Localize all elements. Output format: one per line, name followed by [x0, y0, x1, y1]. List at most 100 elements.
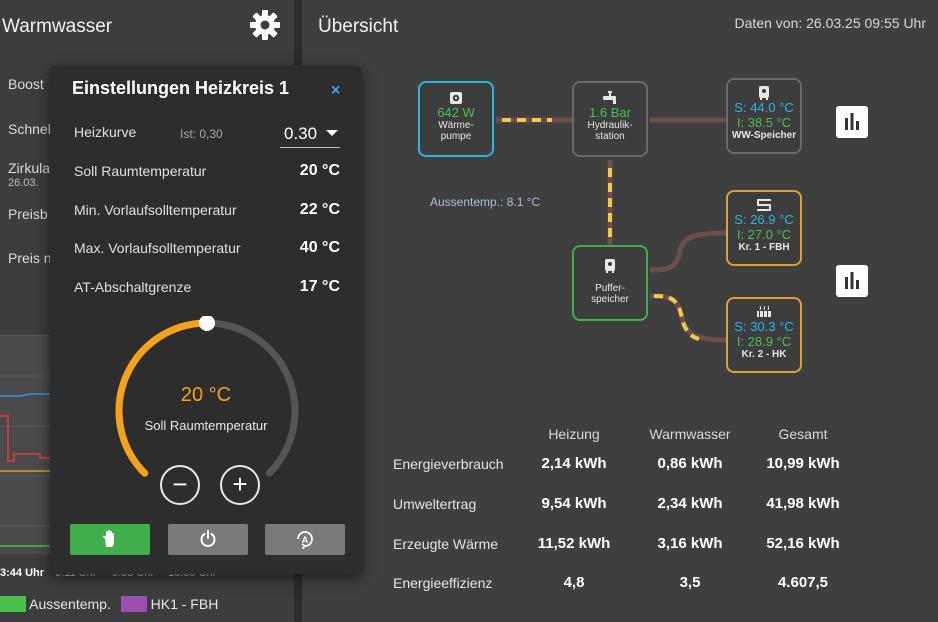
aussentemp-readout: Aussentemp.: 8.1 °C	[430, 195, 541, 209]
min-vorlauf-label: Min. Vorlaufsolltemperatur	[74, 202, 237, 218]
node-pufferspeicher[interactable]: Puffer- speicher	[572, 245, 648, 321]
heizkurve-select[interactable]: 0.30	[280, 123, 340, 148]
table-cell: 2,34 kWh	[657, 495, 723, 512]
table-cell: 11,52 kWh	[537, 535, 611, 552]
puffer-label-1: Puffer-	[595, 283, 625, 294]
chart-tick-0: 3:44 Uhr	[0, 567, 45, 579]
min-vorlauf-value[interactable]: 22 °C	[299, 201, 340, 218]
table-cell: 52,16 kWh	[766, 535, 840, 552]
hand-icon	[103, 530, 114, 547]
dial-temperature: 20 °C	[180, 384, 232, 406]
table-cell: 4.607,5	[777, 574, 829, 591]
chart-legend: Aussentemp. HK1 - FBH	[0, 596, 218, 612]
table-cell: 4,8	[563, 574, 585, 591]
legend-swatch-hk1	[120, 596, 147, 612]
power-button[interactable]	[168, 524, 248, 555]
hydraulik-pressure: 1.6 Bar	[589, 105, 631, 120]
at-abschaltgrenze-value[interactable]: 17 °C	[299, 278, 340, 295]
waermepumpe-power: 642 W	[437, 105, 475, 120]
kreis1-soll: S: 26.9 °C	[734, 212, 794, 227]
power-icon	[200, 530, 216, 547]
node-ww-speicher[interactable]: S: 44.0 °C I: 38.5 °C WW-Speicher	[726, 78, 802, 154]
col-header-gesamt: Gesamt	[778, 426, 828, 442]
data-timestamp: Daten von: 26.03.25 09:55 Uhr	[734, 15, 926, 31]
row-label-erzeugte-waerme: Erzeugte Wärme	[393, 536, 499, 552]
radiator-icon	[728, 305, 800, 319]
floor-heating-icon	[728, 198, 800, 212]
row-label-umweltertrag: Umweltertrag	[393, 496, 477, 512]
bar-chart-icon	[836, 106, 868, 138]
overview-panel: Übersicht Daten von: 26.03.25 09:55 Uhr …	[302, 0, 938, 622]
hydraulik-label-1: Hydraulik-	[587, 120, 633, 131]
temperature-dial[interactable]	[112, 316, 302, 506]
ww-speicher-label: WW-Speicher	[731, 130, 797, 141]
kreis2-soll: S: 30.3 °C	[734, 319, 794, 334]
dialog-title: Einstellungen Heizkreis 1	[72, 78, 290, 98]
col-header-heizung: Heizung	[548, 426, 600, 442]
close-icon[interactable]: ×	[331, 82, 341, 99]
max-vorlauf-value[interactable]: 40 °C	[299, 239, 340, 256]
heatpump-icon	[420, 91, 492, 105]
table-cell: 9,54 kWh	[541, 495, 607, 512]
hydraulik-label-2: station	[595, 131, 625, 142]
kreis1-label: Kr. 1 - FBH	[738, 242, 790, 253]
auto-icon: A	[297, 531, 313, 550]
table-cell: 3,16 kWh	[657, 535, 723, 552]
legend-hk1-fbh[interactable]: HK1 - FBH	[150, 596, 219, 612]
at-abschaltgrenze-label: AT-Abschaltgrenze	[74, 279, 192, 295]
boiler-icon	[728, 86, 800, 100]
waermepumpe-label-1: Wärme-	[438, 120, 474, 131]
faucet-icon	[574, 91, 646, 105]
row-preis: Preis n	[8, 250, 52, 266]
kreis2-ist: I: 28.9 °C	[736, 334, 792, 349]
series-red-line	[0, 415, 50, 462]
warmwasser-title: Warmwasser	[2, 16, 113, 37]
row-zirkulation-date: 26.03.	[8, 177, 39, 189]
table-cell: 41,98 kWh	[766, 495, 840, 512]
soll-raumtemp-label: Soll Raumtemperatur	[74, 163, 207, 179]
col-header-warmwasser: Warmwasser	[649, 426, 731, 442]
table-cell: 2,14 kWh	[541, 455, 607, 472]
heating-stats-button[interactable]	[836, 265, 868, 297]
dial-label: Soll Raumtemperatur	[144, 418, 268, 433]
svg-text:A: A	[302, 535, 309, 545]
ww-speicher-soll: S: 44.0 °C	[734, 100, 794, 115]
overview-title: Übersicht	[318, 16, 399, 37]
node-kreis-1-fbh[interactable]: S: 26.9 °C I: 27.0 °C Kr. 1 - FBH	[726, 190, 802, 266]
row-zirkulation: Zirkula	[8, 160, 51, 176]
node-kreis-2-hk[interactable]: S: 30.3 °C I: 28.9 °C Kr. 2 - HK	[726, 297, 802, 373]
node-hydraulikstation[interactable]: 1.6 Bar Hydraulik- station	[572, 81, 648, 157]
tank-icon	[574, 259, 646, 273]
table-cell: 0,86 kWh	[657, 455, 723, 472]
soll-raumtemp-value[interactable]: 20 °C	[299, 162, 340, 179]
gear-icon[interactable]	[248, 8, 282, 42]
table-cell: 10,99 kWh	[766, 455, 840, 472]
decrease-button[interactable]: −	[160, 465, 200, 505]
dial-knob[interactable]	[199, 316, 215, 331]
manual-mode-button[interactable]	[70, 524, 150, 555]
node-waermepumpe[interactable]: 642 W Wärme- pumpe	[418, 81, 494, 157]
hydraulic-pipes	[496, 117, 727, 343]
max-vorlauf-label: Max. Vorlaufsolltemperatur	[74, 240, 241, 256]
row-schnell: Schnel	[8, 121, 51, 137]
puffer-label-2: speicher	[591, 294, 629, 305]
legend-swatch-aussentemp	[0, 596, 26, 612]
chevron-down-icon	[326, 130, 338, 136]
ww-speicher-ist: I: 38.5 °C	[736, 115, 792, 130]
row-boost: Boost	[8, 76, 44, 92]
heizkurve-ist: Ist: 0,30	[180, 127, 223, 141]
waermepumpe-label-2: pumpe	[440, 131, 472, 142]
ww-stats-button[interactable]	[836, 106, 868, 138]
row-preisb: Preisb	[8, 206, 48, 222]
row-label-energieverbrauch: Energieverbrauch	[393, 456, 504, 472]
heizkurve-selected-value: 0.30	[284, 124, 318, 143]
legend-aussentemp[interactable]: Aussentemp.	[29, 596, 111, 612]
kreis2-label: Kr. 2 - HK	[741, 349, 787, 360]
dial-fill	[115, 319, 211, 477]
auto-mode-button[interactable]: A	[265, 524, 345, 555]
row-label-energieeffizienz: Energieeffizienz	[393, 575, 493, 591]
heizkreis-settings-dialog: Einstellungen Heizkreis 1 × Heizkurve Is…	[50, 66, 362, 574]
increase-button[interactable]: +	[220, 465, 260, 505]
heizkurve-label: Heizkurve	[74, 124, 137, 140]
bar-chart-icon	[836, 265, 868, 297]
